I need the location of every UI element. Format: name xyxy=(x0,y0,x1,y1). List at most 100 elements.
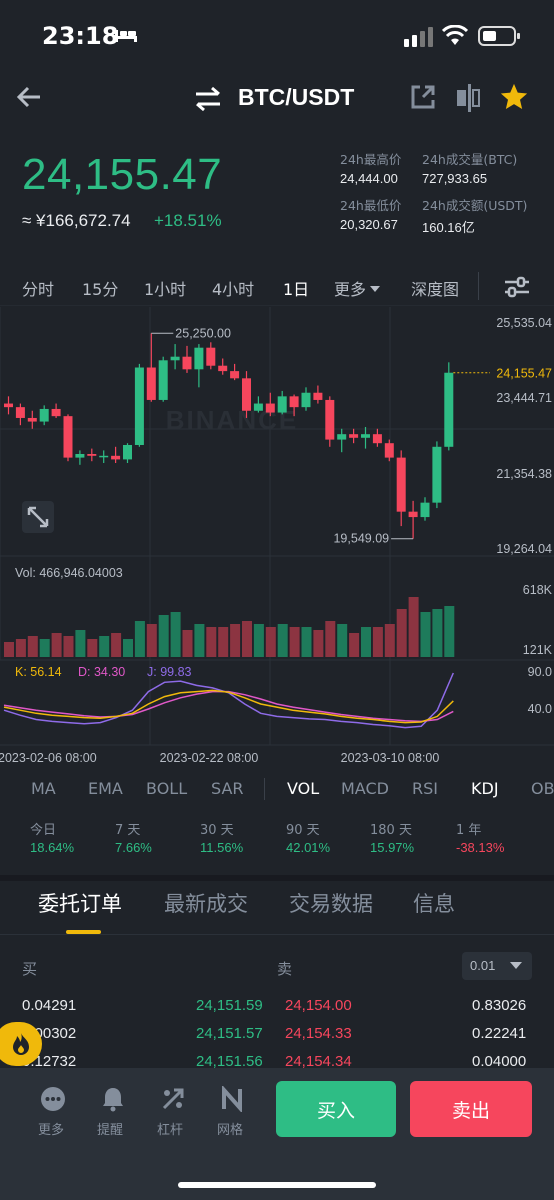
buy-button[interactable]: 买入 xyxy=(276,1081,396,1137)
tab-15m[interactable]: 15分 xyxy=(82,280,119,299)
candle-body xyxy=(51,408,61,417)
share-icon[interactable] xyxy=(410,84,436,110)
indicator-ema[interactable]: EMA xyxy=(88,779,123,798)
candle-body xyxy=(218,365,228,372)
volume-bar xyxy=(194,624,205,657)
high-marker-label: 25,250.00 xyxy=(175,326,231,340)
volume-bar xyxy=(384,624,395,657)
ask-header: 卖 xyxy=(277,960,293,978)
perf-value: 11.56% xyxy=(200,840,244,855)
candle-body xyxy=(396,457,406,512)
candle-body xyxy=(301,392,311,408)
tab-1d[interactable]: 1日 xyxy=(283,280,310,299)
leverage-label[interactable]: 杠杆 xyxy=(157,1123,184,1138)
indicator-boll[interactable]: BOLL xyxy=(146,779,188,798)
kdj-k-line xyxy=(3,689,454,724)
candle-body xyxy=(194,347,204,370)
divider xyxy=(478,272,479,300)
volume-bar xyxy=(253,624,264,657)
grid-trading-icon[interactable] xyxy=(219,1086,245,1112)
candle-body xyxy=(408,511,418,518)
candle-body xyxy=(39,408,49,422)
tab-order-book[interactable]: 委托订单 xyxy=(38,892,122,916)
tab-depth[interactable]: 深度图 xyxy=(411,280,460,299)
divider xyxy=(0,934,554,935)
perf-label: 今日 xyxy=(30,823,57,838)
swap-pair-icon[interactable] xyxy=(194,86,222,112)
cny-price: ≈ ¥166,672.74 xyxy=(22,211,131,230)
active-tab-indicator xyxy=(66,930,101,934)
chart-settings-icon[interactable] xyxy=(504,276,530,298)
volume-bar xyxy=(146,624,157,657)
indicator-ma[interactable]: MA xyxy=(31,779,56,798)
tab-info[interactable]: 信息 xyxy=(413,892,455,916)
precision-select[interactable]: 0.01 xyxy=(462,952,532,980)
candle-body xyxy=(372,434,382,444)
candle-body xyxy=(325,399,335,440)
ask-price[interactable]: 24,154.33 xyxy=(285,1025,352,1042)
candle-body xyxy=(170,356,180,361)
change-percent: +18.51% xyxy=(154,211,222,230)
leverage-icon[interactable] xyxy=(160,1086,186,1112)
volume-btc-label: 24h成交量(BTC) xyxy=(422,152,518,167)
perf-label: 1 年 xyxy=(456,823,482,838)
more-label[interactable]: 更多 xyxy=(38,1123,65,1138)
volume-usdt-label: 24h成交额(USDT) xyxy=(422,198,528,213)
perf-label: 7 天 xyxy=(115,823,141,838)
ask-quantity[interactable]: 0.04000 xyxy=(472,1053,527,1070)
volume-bar xyxy=(230,624,241,657)
tab-trading-data[interactable]: 交易数据 xyxy=(289,892,373,916)
price-axis-label: 25,535.04 xyxy=(496,316,552,330)
volume-bar xyxy=(265,627,276,657)
indicator-vol[interactable]: VOL xyxy=(287,779,320,798)
indicator-ob[interactable]: OB xyxy=(531,779,554,798)
candle-body xyxy=(15,407,25,418)
volume-bar xyxy=(87,639,98,657)
tab-4h[interactable]: 4小时 xyxy=(212,280,255,299)
tab-1h[interactable]: 1小时 xyxy=(144,280,187,299)
wifi-icon xyxy=(442,25,468,45)
volume-bar xyxy=(313,630,324,657)
tab-recent-trades[interactable]: 最新成交 xyxy=(164,892,248,916)
alert-label[interactable]: 提醒 xyxy=(97,1123,124,1138)
ask-price[interactable]: 24,154.34 xyxy=(285,1053,352,1070)
tab-more[interactable]: 更多 xyxy=(334,276,381,300)
favorite-star-icon[interactable] xyxy=(499,82,529,112)
ask-quantity[interactable]: 0.83026 xyxy=(472,997,527,1014)
indicator-kdj[interactable]: KDJ xyxy=(471,779,499,798)
ask-quantity[interactable]: 0.22241 xyxy=(472,1025,527,1042)
bid-price[interactable]: 24,151.59 xyxy=(196,997,263,1014)
volume-bar xyxy=(289,627,300,657)
expand-chart-icon[interactable] xyxy=(22,501,54,533)
candle-body xyxy=(111,455,121,460)
high-value: 24,444.00 xyxy=(340,171,398,186)
candle-body xyxy=(87,454,97,456)
more-icon[interactable] xyxy=(40,1086,66,1112)
volume-bar xyxy=(123,639,133,657)
indicator-sar[interactable]: SAR xyxy=(211,779,244,798)
sell-button[interactable]: 卖出 xyxy=(410,1081,532,1137)
low-value: 20,320.67 xyxy=(340,217,398,232)
volume-bar xyxy=(325,621,336,657)
candle-body xyxy=(253,403,263,411)
pair-title[interactable]: BTC/USDT xyxy=(238,84,355,110)
volume-bar xyxy=(4,642,14,657)
hot-coins-button[interactable] xyxy=(0,1022,42,1066)
indicator-macd[interactable]: MACD xyxy=(341,779,389,798)
indicator-rsi[interactable]: RSI xyxy=(412,779,438,798)
bell-icon[interactable] xyxy=(100,1086,126,1112)
volume-bar xyxy=(361,627,371,657)
grid-label[interactable]: 网格 xyxy=(217,1123,244,1138)
candle-body xyxy=(134,367,144,445)
tab-timeline[interactable]: 分时 xyxy=(22,280,55,299)
bid-quantity[interactable]: 0.04291 xyxy=(22,997,77,1014)
bid-price[interactable]: 24,151.57 xyxy=(196,1025,263,1042)
bid-price[interactable]: 24,151.56 xyxy=(196,1053,263,1070)
last-price: 24,155.47 xyxy=(22,150,223,199)
kdj-axis-label: 40.0 xyxy=(528,702,552,716)
ask-price[interactable]: 24,154.00 xyxy=(285,997,352,1014)
candle-body xyxy=(27,417,37,422)
back-arrow-icon[interactable] xyxy=(14,82,44,112)
layout-icon[interactable] xyxy=(455,84,481,112)
